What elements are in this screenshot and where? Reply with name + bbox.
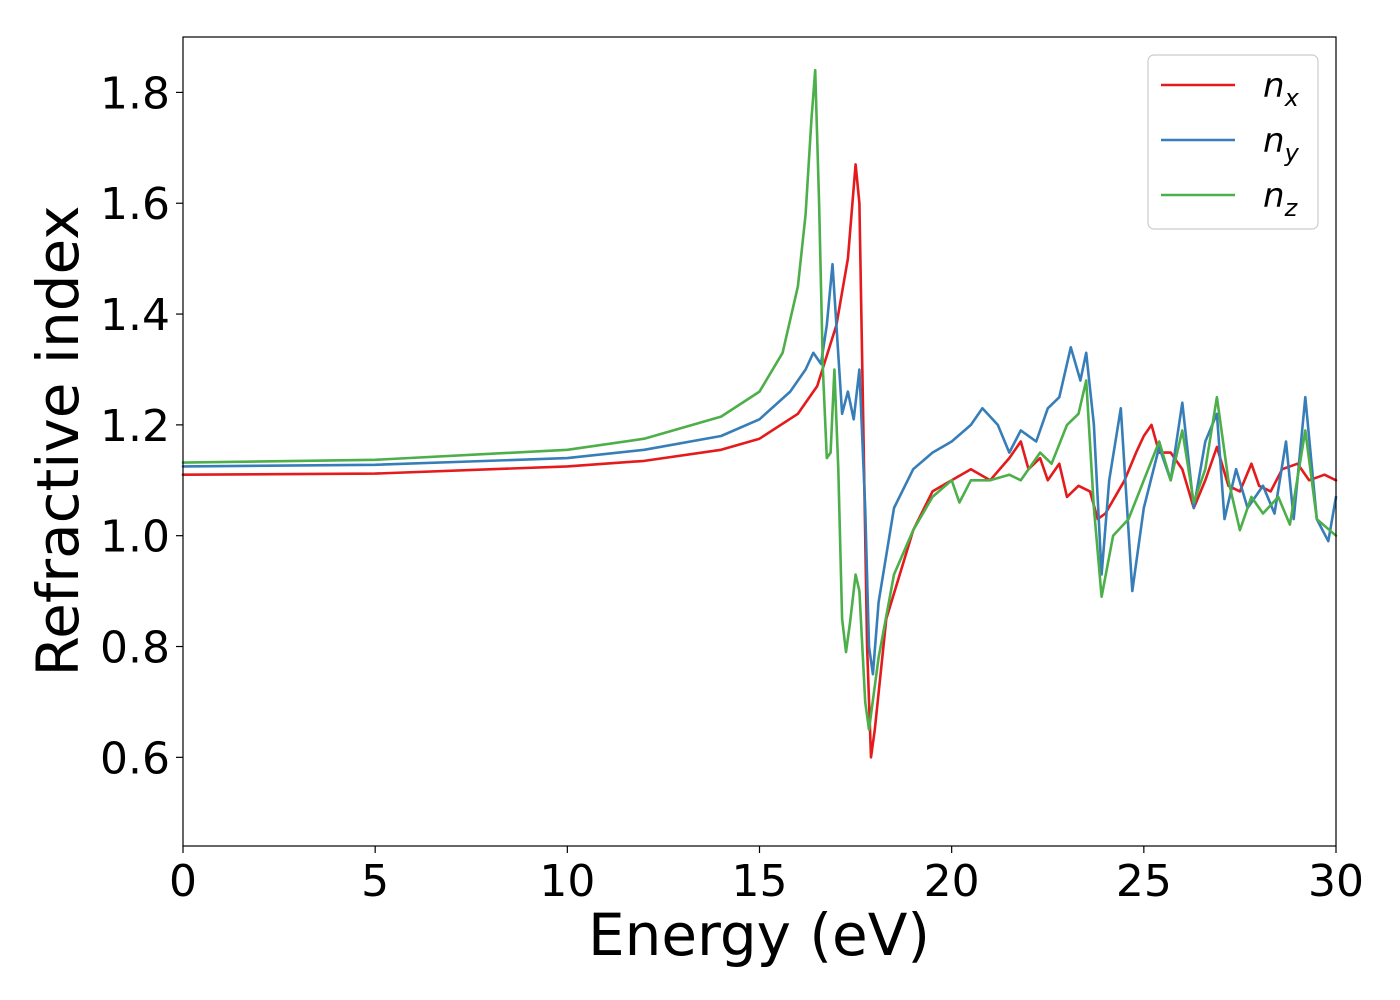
y-tick-label: 0.8: [100, 623, 170, 674]
y-tick-label: 1.0: [100, 512, 170, 563]
y-tick-label: 1.2: [100, 401, 170, 452]
series-lines: [181, 68, 1338, 759]
y-axis-title: Refractive index: [24, 205, 92, 676]
y-tick-label: 1.6: [100, 179, 170, 230]
x-tick-label: 15: [732, 856, 788, 907]
x-axis-title: Energy (eV): [588, 901, 930, 969]
x-tick-label: 5: [361, 856, 389, 907]
series-line-nz: [181, 68, 1338, 731]
x-tick-label: 0: [169, 856, 197, 907]
plot-area: [183, 37, 1336, 846]
x-tick-label: 30: [1308, 856, 1364, 907]
legend-box: [1147, 54, 1319, 230]
x-tick-label: 10: [539, 856, 595, 907]
x-tick-label: 20: [924, 856, 980, 907]
y-axis-ticks: 0.6 0.8 1.0 1.2 1.4 1.6 1.8: [100, 68, 183, 784]
y-tick-label: 1.4: [100, 290, 170, 341]
y-tick-label: 1.8: [100, 68, 170, 119]
y-tick-label: 0.6: [100, 733, 170, 784]
x-axis-ticks: 0 5 10 15 20 25 30: [169, 846, 1364, 907]
x-tick-label: 25: [1116, 856, 1172, 907]
series-line-ny: [181, 262, 1338, 676]
